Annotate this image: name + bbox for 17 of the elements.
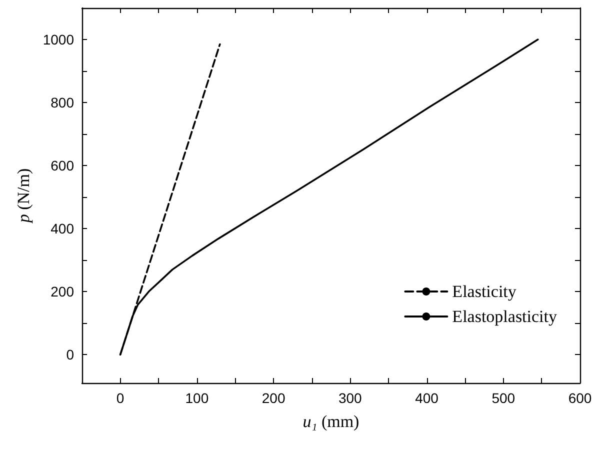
legend-label: Elasticity [452, 282, 517, 301]
x-tick-label: 0 [116, 390, 124, 406]
y-axis-title: p (N/m) [14, 168, 33, 224]
y-tick-label: 200 [50, 284, 74, 300]
x-tick-label: 100 [185, 390, 209, 406]
y-tick-label: 0 [66, 346, 74, 363]
x-tick-label: 600 [568, 390, 592, 406]
x-tick-label: 200 [262, 390, 286, 406]
x-tick-label: 300 [338, 390, 362, 406]
y-tick-label: 600 [50, 158, 74, 174]
y-tick-label: 1000 [42, 32, 74, 48]
x-axis-title: u₁ (mm) [302, 412, 360, 431]
y-tick-label: 400 [50, 220, 74, 237]
x-tick-label: 500 [492, 390, 516, 406]
legend-label: Elastoplasticity [452, 307, 558, 326]
x-tick-label: 400 [415, 390, 439, 406]
y-tick-label: 800 [50, 94, 74, 111]
